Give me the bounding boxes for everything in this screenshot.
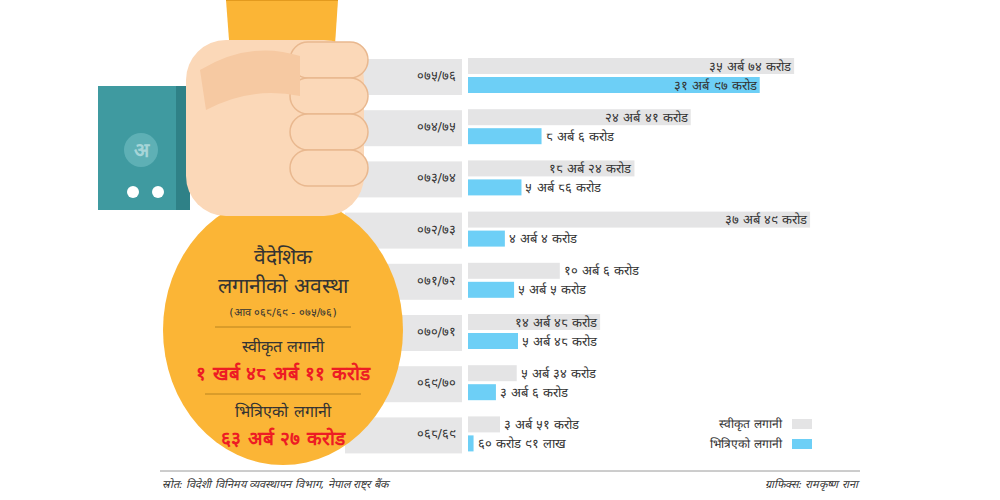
category-label: ०७२/७३ xyxy=(417,222,456,237)
data-label: ८ अर्ब ६ करोड xyxy=(546,129,615,144)
data-label: ३१ अर्ब ९७ करोड xyxy=(674,78,757,93)
credit: ग्राफिक्स: रामकृष्ण राना xyxy=(765,478,860,491)
bar xyxy=(468,435,474,451)
bar xyxy=(468,109,691,125)
bag-text: वैदेशिकलगानीको अवस्था (आव ०६८/६९ - ०७५/७६… xyxy=(196,245,371,449)
category-label: ०७५/७६ xyxy=(417,68,456,83)
finger xyxy=(290,78,368,114)
separator xyxy=(215,327,351,328)
footer-rule xyxy=(160,471,860,472)
bar xyxy=(468,179,521,195)
data-label: १४ अर्ब ४८ करोड xyxy=(515,315,598,330)
legend-label: भित्रिएको लगानी xyxy=(710,437,783,451)
data-label: २४ अर्ब ४१ करोड xyxy=(605,110,688,125)
bar xyxy=(468,282,514,298)
data-labels: ३५ अर्ब ७४ करोड २४ अर्ब ४१ करोड १८ अर्ब २४… xyxy=(478,59,809,451)
bar xyxy=(468,160,634,176)
finger xyxy=(290,114,368,150)
cuff-button xyxy=(152,186,164,198)
footer: स्रोत: विदेशी विनिमय व्यवस्थापन विभाग, न… xyxy=(160,471,860,491)
bar xyxy=(468,128,542,144)
data-label: ५ अर्ब ३४ करोड xyxy=(521,366,597,381)
bar xyxy=(468,365,517,381)
sleeve xyxy=(98,86,188,210)
cuff-button xyxy=(127,186,139,198)
bar xyxy=(468,58,794,74)
subtitle: (आव ०६८/६९ - ०७५/७६) xyxy=(229,306,336,319)
data-label: ३५ अर्ब ७४ करोड xyxy=(709,59,792,74)
data-label: ५ अर्ब ५ करोड xyxy=(518,282,587,297)
category-label: ०६८/६९ xyxy=(417,426,456,441)
category-label: ०६९/७० xyxy=(417,375,456,390)
thumb xyxy=(200,50,300,110)
bar xyxy=(468,314,600,330)
legend: स्वीकृत लगानी भित्रिएको लगानी xyxy=(710,417,812,451)
annotation-value: ६३ अर्ब २७ करोड xyxy=(221,427,346,449)
bar xyxy=(468,384,496,400)
bar xyxy=(468,416,500,432)
category-label: ०७३/७४ xyxy=(417,170,456,185)
money-bag-illustration: अ xyxy=(98,0,403,465)
finger xyxy=(290,42,368,78)
source: स्रोत: विदेशी विनिमय व्यवस्थापन विभाग, न… xyxy=(162,478,391,491)
data-label: ३ अर्ब ५१ करोड xyxy=(504,417,580,432)
data-label: ३७ अर्ब ४९ करोड xyxy=(725,212,808,227)
infographic: ०७५/७६ ०७४/७५ ०७३/७४ ०७२/७३ ०७१/७२ ०७०/७१ ०६९/… xyxy=(0,0,1000,500)
legend-label: स्वीकृत लगानी xyxy=(719,417,783,432)
legend-swatch xyxy=(792,419,812,429)
finger xyxy=(290,150,368,186)
logo-circle xyxy=(124,133,158,167)
bar xyxy=(468,77,760,93)
bar xyxy=(468,333,518,349)
data-label: ५ अर्ब ४८ करोड xyxy=(522,334,598,349)
data-label: ४ अर्ब ४ करोड xyxy=(509,231,578,246)
bar xyxy=(468,231,505,247)
data-label: ५ अर्ब ८६ करोड xyxy=(525,180,601,195)
separator xyxy=(205,394,361,395)
data-label: ६० करोड ९१ लाख xyxy=(478,436,566,451)
category-label: ०७१/७२ xyxy=(417,273,456,288)
data-label: १० अर्ब ६ करोड xyxy=(564,263,640,278)
category-label: ०७०/७१ xyxy=(417,324,456,339)
annotation-value: १ खर्ब ४८ अर्ब ११ करोड xyxy=(196,362,371,384)
annotation-label: स्वीकृत लगानी xyxy=(242,337,325,357)
category-label: ०७४/७५ xyxy=(417,119,456,134)
title: वैदेशिकलगानीको अवस्था xyxy=(218,245,349,298)
legend-swatch xyxy=(792,439,812,449)
bag-body xyxy=(163,195,403,465)
bars xyxy=(468,58,810,451)
bar xyxy=(468,263,560,279)
annotation-label: भित्रिएको लगानी xyxy=(235,402,331,421)
logo-letter: अ xyxy=(134,138,150,162)
bag-edge xyxy=(226,0,338,1)
data-label: १८ अर्ब २४ करोड xyxy=(549,161,632,176)
bar xyxy=(468,212,810,228)
data-label: ३ अर्ब ६ करोड xyxy=(500,385,569,400)
